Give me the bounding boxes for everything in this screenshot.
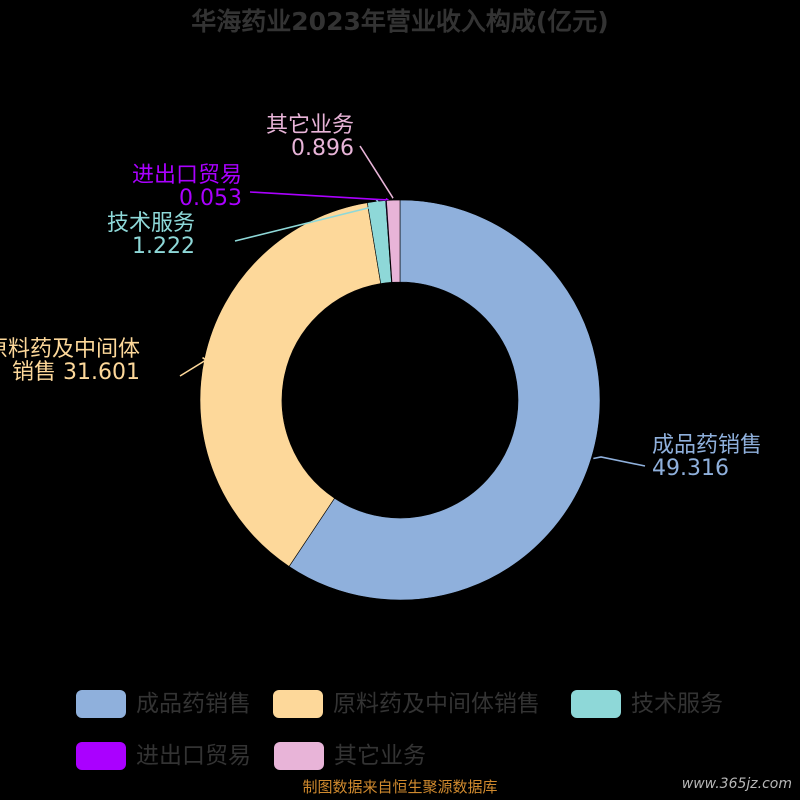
data-label-2-line-0: 技术服务	[107, 211, 195, 236]
legend-label: 成品药销售	[136, 691, 251, 717]
watermark: www.365jz.com	[681, 776, 792, 792]
legend-label: 技术服务	[631, 691, 723, 717]
data-label-3-line-0: 进出口贸易	[132, 163, 242, 188]
leader-line-0	[593, 456, 646, 467]
slice-1[interactable]	[199, 202, 382, 567]
legend-item-api-intermediates[interactable]: 原料药及中间体销售	[273, 686, 563, 720]
data-label-4-line-0: 其它业务	[266, 113, 354, 138]
legend-item-other-business[interactable]: 其它业务	[274, 738, 434, 772]
data-label-0-line-0: 成品药销售	[652, 433, 762, 458]
legend-label: 其它业务	[334, 743, 426, 769]
legend-swatch	[76, 742, 126, 770]
legend-label: 进出口贸易	[136, 743, 251, 769]
leader-line-3	[249, 191, 391, 201]
leader-line-2	[234, 198, 382, 242]
data-label-2-line-1: 1.222	[132, 234, 195, 259]
legend-swatch	[76, 690, 126, 718]
legend-item-import-export[interactable]: 进出口贸易	[76, 738, 266, 772]
data-label-4-line-1: 0.896	[291, 136, 354, 161]
chart-title: 华海药业2023年营业收入构成(亿元)	[191, 7, 609, 36]
data-label-0-line-1: 49.316	[652, 456, 729, 481]
legend-label: 原料药及中间体销售	[333, 691, 540, 717]
legend-item-finished-drugs[interactable]: 成品药销售	[76, 686, 266, 720]
data-label-1-line-0: 原料药及中间体	[0, 337, 140, 362]
slice-0[interactable]	[288, 199, 601, 601]
legend-item-tech-services[interactable]: 技术服务	[571, 686, 731, 720]
legend-swatch	[273, 690, 323, 718]
leader-line-4	[359, 145, 394, 199]
legend-swatch	[571, 690, 621, 718]
data-label-3-line-1: 0.053	[179, 186, 242, 211]
slice-4[interactable]	[386, 199, 401, 283]
data-label-1-line-1: 销售 31.601	[12, 360, 140, 385]
data-source-note: 制图数据来自恒生聚源数据库	[302, 778, 498, 796]
leader-line-1	[179, 356, 208, 377]
legend-swatch	[274, 742, 324, 770]
